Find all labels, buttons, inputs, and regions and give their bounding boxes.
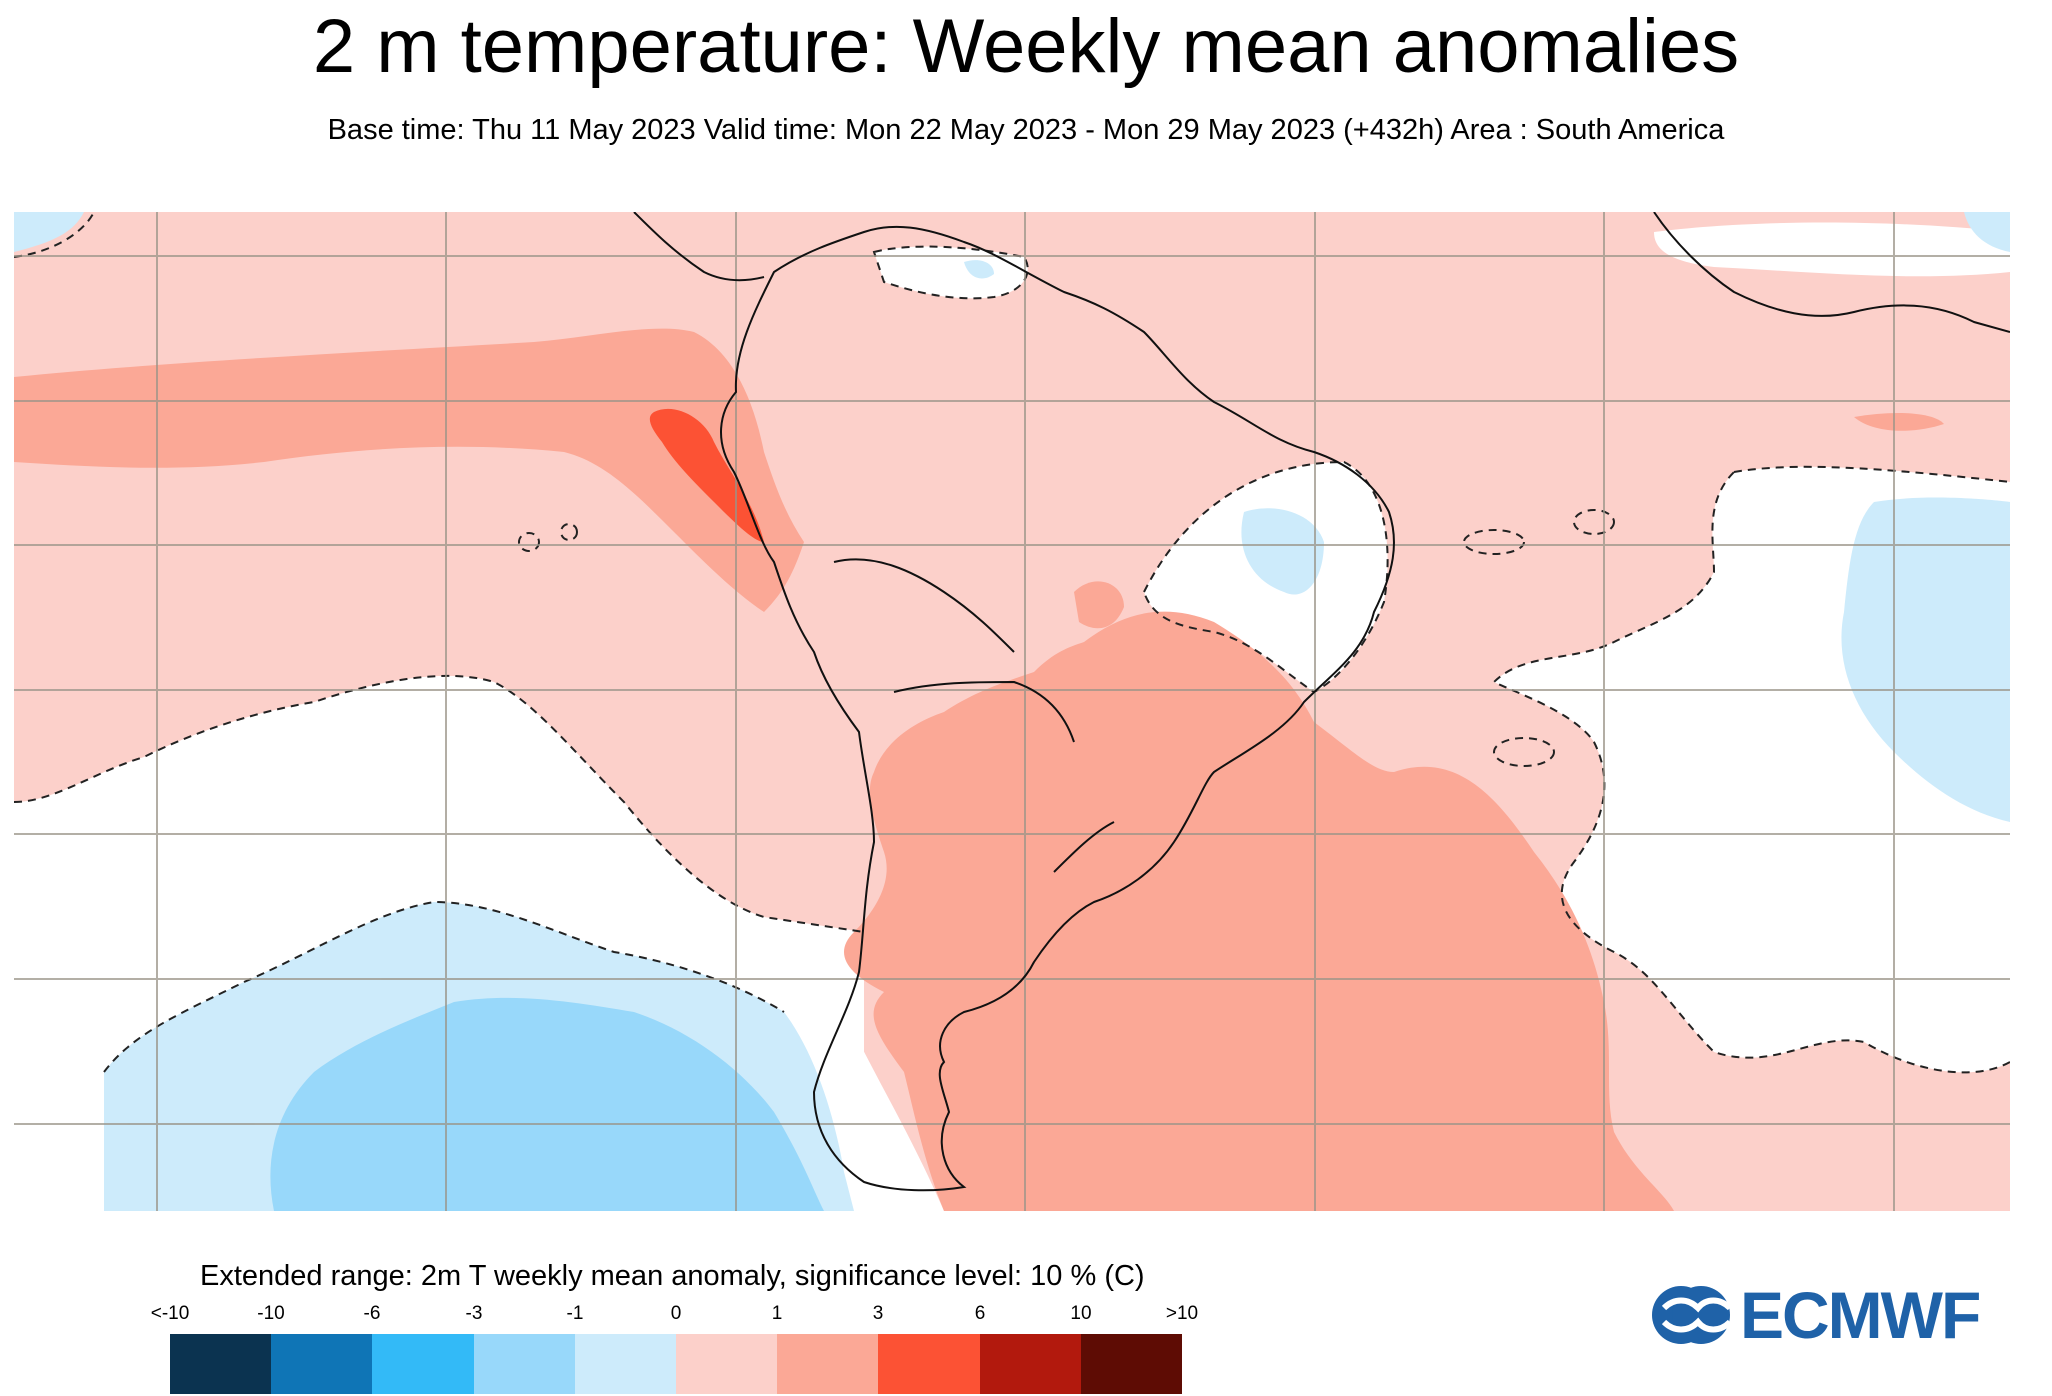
- legend-tick: -1: [566, 1303, 584, 1324]
- legend-ticks: <-10 -10 -6 -3 -1 0 1 3 6 10 >10: [0, 1302, 1300, 1330]
- anomaly-map: [14, 212, 2010, 1211]
- map-canvas: [14, 212, 2010, 1211]
- legend-color-bar: [170, 1334, 1183, 1394]
- legend-tick: 6: [974, 1303, 986, 1324]
- legend-tick: >10: [1165, 1303, 1199, 1324]
- cool-region-east-atlantic-light: [1841, 497, 2010, 822]
- legend-swatch: [473, 1334, 575, 1394]
- neutral-region-caribbean: [874, 246, 1028, 299]
- legend-swatch: [574, 1334, 677, 1394]
- ecmwf-wordmark: ECMWF: [1740, 1278, 1981, 1352]
- cool-region-northeast-corner: [1964, 212, 2010, 252]
- legend-tick: -10: [257, 1303, 285, 1324]
- cool-region-caribbean-light: [964, 260, 994, 279]
- significance-contour-northeast-brazil: [1142, 460, 1389, 694]
- legend-swatch: [979, 1334, 1081, 1394]
- warm-region-south-atlantic: [844, 611, 1674, 1211]
- legend-swatch: [1080, 1334, 1183, 1394]
- warm-region-east-atlantic: [1854, 412, 1944, 431]
- cool-region-northwest-corner: [14, 212, 84, 252]
- coastline-south-america: [720, 225, 1395, 1192]
- legend-swatch: [676, 1334, 778, 1394]
- legend-swatch: [271, 1334, 373, 1394]
- map-subtitle: Base time: Thu 11 May 2023 Valid time: M…: [327, 114, 1725, 146]
- significance-contour-south-pacific-inner: [103, 900, 785, 1073]
- warm-region-central-brazil: [1074, 581, 1124, 629]
- legend-tick: 0: [670, 1303, 682, 1324]
- warm-band-equatorial-pacific: [14, 328, 804, 612]
- ecmwf-emblem-icon: [1652, 1286, 1732, 1344]
- ecmwf-logo: ECMWF: [1650, 1280, 1990, 1350]
- legend-tick: 1: [771, 1303, 783, 1324]
- legend-tick: 10: [1070, 1303, 1092, 1324]
- significance-contours: [14, 212, 2010, 1074]
- legend-swatch: [878, 1334, 980, 1394]
- neutral-region-south-atlantic-west: [854, 1032, 944, 1211]
- border-bolivia-paraguay: [893, 680, 1075, 743]
- significance-contour-south-pacific: [14, 674, 865, 933]
- significance-contour-northwest: [14, 212, 95, 258]
- coastlines: [633, 212, 2010, 1192]
- map-title: 2 m temperature: Weekly mean anomalies: [312, 4, 1740, 89]
- legend-tick: -6: [363, 1303, 381, 1324]
- legend-tick: <-10: [150, 1303, 190, 1324]
- legend-swatch: [777, 1334, 879, 1394]
- legend-swatch: [170, 1334, 272, 1394]
- legend-tick: -3: [465, 1303, 483, 1324]
- significance-contour-east-atlantic: [1492, 465, 2010, 1074]
- coastline-africa: [1653, 212, 2010, 333]
- legend-swatch: [372, 1334, 474, 1394]
- border-argentina-uruguay: [1053, 821, 1115, 873]
- border-peru-bolivia: [833, 558, 1015, 653]
- coastline-central-america: [633, 212, 765, 282]
- legend-tick: 3: [872, 1303, 884, 1324]
- neutral-region-north-atlantic: [1654, 222, 2010, 277]
- cool-region-brazil-light: [1241, 508, 1324, 595]
- legend-title: Extended range: 2m T weekly mean anomaly…: [200, 1260, 1145, 1292]
- cool-region-south-pacific-moderate: [270, 997, 824, 1211]
